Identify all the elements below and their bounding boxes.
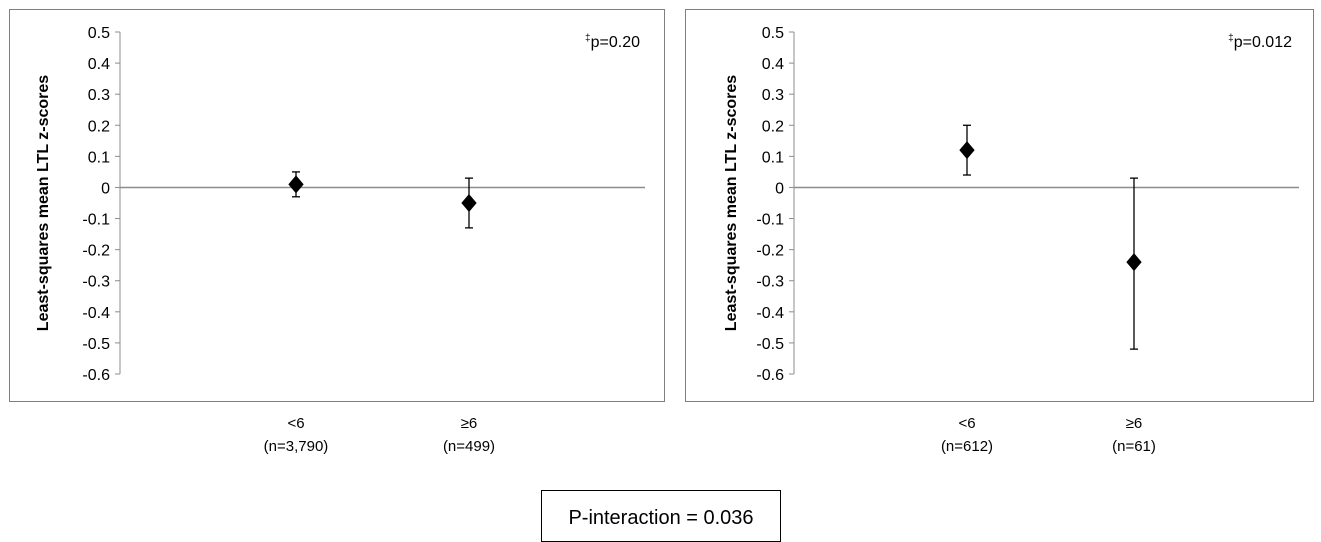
right-category-label: ≥6 [1126,415,1143,432]
right-y-tick-label: 0.2 [762,118,784,135]
right-y-tick-label: -0.1 [756,212,784,229]
left-category-label: <6 [287,415,304,432]
p-interaction-box: P-interaction = 0.036 [541,490,781,542]
right-y-tick-label: 0.5 [762,25,784,42]
right-y-tick-label: 0.4 [762,56,784,73]
right-y-tick-label: 0 [775,180,784,197]
left-data-point [288,175,304,194]
p-interaction-label: P-interaction = 0.036 [568,507,754,529]
left-y-tick-label: 0 [101,180,110,197]
left-y-tick-label: 0.4 [88,56,110,73]
right-y-tick-label: -0.6 [756,367,784,384]
left-category-sublabel: (n=3,790) [264,438,329,455]
left-y-axis-label: Least-squares mean LTL z-scores [35,75,52,331]
left-category-label: ≥6 [461,415,478,432]
left-y-tick-label: -0.3 [82,274,110,291]
right-y-tick-label: 0.1 [762,149,784,166]
right-data-point [959,141,975,160]
right-data-point [1126,253,1142,272]
right-y-tick-label: -0.2 [756,243,784,260]
left-y-tick-label: -0.6 [82,367,110,384]
left-y-tick-label: 0.2 [88,118,110,135]
left-y-tick-label: -0.4 [82,305,110,322]
right-category-label: <6 [958,415,975,432]
right-chart-frame [685,9,1314,402]
left-y-tick-label: 0.1 [88,149,110,166]
left-y-tick-label: -0.2 [82,243,110,260]
right-y-tick-label: -0.4 [756,305,784,322]
right-category-sublabel: (n=61) [1112,438,1156,455]
right-y-axis-label: Least-squares mean LTL z-scores [723,75,740,331]
right-p-value-annotation: ‡p=0.012 [1228,33,1292,51]
left-category-sublabel: (n=499) [443,438,495,455]
left-y-tick-label: 0.5 [88,25,110,42]
left-p-value-annotation: ‡p=0.20 [585,33,640,51]
left-y-tick-label: -0.1 [82,212,110,229]
right-category-sublabel: (n=612) [941,438,993,455]
right-y-tick-label: -0.3 [756,274,784,291]
right-y-tick-label: 0.3 [762,87,784,104]
left-data-point [461,194,477,212]
left-y-tick-label: -0.5 [82,336,110,353]
left-chart-frame [9,9,665,402]
left-y-tick-label: 0.3 [88,87,110,104]
right-y-tick-label: -0.5 [756,336,784,353]
